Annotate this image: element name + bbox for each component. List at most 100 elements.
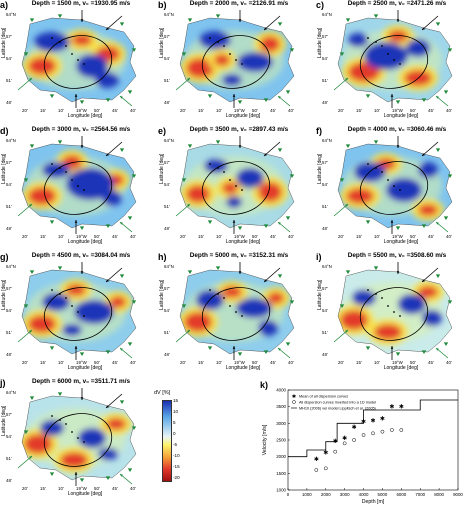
arrow-head: [278, 348, 281, 351]
low-velocity-anomaly: [24, 434, 52, 454]
legend-circle-icon: [292, 400, 296, 404]
latitude-tick: 54': [322, 308, 328, 313]
inverted-point: [380, 429, 385, 434]
velocity-anomaly-map: [17, 388, 137, 486]
latitude-tick: 51': [6, 78, 12, 83]
arrow-head: [80, 19, 84, 22]
high-velocity-anomaly: [95, 72, 119, 88]
arrow-head: [436, 348, 439, 351]
station-marker: [339, 52, 345, 56]
longitude-tick: 40': [288, 360, 294, 365]
latitude-tick: 64°N: [164, 264, 174, 269]
station-marker: [443, 216, 449, 220]
station-marker: [435, 274, 441, 278]
panel-title: Depth = 3500 m, v₀ =2897.43 m/s: [189, 126, 289, 133]
latitude-tick: 54': [322, 182, 328, 187]
longitude-tick: 50': [94, 486, 100, 491]
event-marker: [367, 37, 369, 39]
station-marker: [277, 148, 283, 152]
y-tick-label: 1500: [276, 471, 286, 476]
latitude-tick: 57': [6, 286, 12, 291]
low-velocity-anomaly: [214, 54, 230, 66]
station-marker: [443, 342, 449, 346]
tomography-panel: g) Depth = 4500 m, v₀ =3084.04 m/s Latitud…: [0, 252, 150, 372]
longitude-tick: 20': [22, 108, 28, 113]
longitude-tick: 45': [112, 360, 118, 365]
event-marker: [223, 171, 225, 173]
latitude-tick: 64°N: [6, 12, 16, 17]
velocity-depth-chart: k)0 1000 2000 3000 4000 5000 6000 7000 8000 90001…: [260, 380, 463, 505]
velocity-anomaly-map: [17, 10, 137, 108]
low-velocity-anomaly: [388, 30, 408, 42]
station-marker: [105, 476, 111, 480]
latitude-tick: 54': [322, 56, 328, 61]
station-marker: [181, 304, 187, 308]
station-marker: [237, 100, 243, 104]
latitude-tick: 51': [6, 330, 12, 335]
x-axis-label: Longitude [deg]: [383, 113, 419, 119]
mean-point: ✱: [352, 424, 357, 431]
arrow-head: [120, 222, 123, 225]
low-velocity-anomaly: [268, 292, 284, 304]
arrow-head: [120, 474, 123, 477]
study-area-contour: [43, 287, 113, 341]
low-velocity-anomaly: [374, 324, 402, 340]
x-axis-label: Longitude [deg]: [225, 365, 261, 371]
colorbar-tick: -10: [173, 453, 180, 458]
colorbar-tick: 15: [173, 398, 179, 403]
station-marker: [339, 178, 345, 182]
tomography-panel: h) Depth = 5000 m, v₀ =3152.31 m/s Latitud…: [158, 252, 308, 372]
x-axis-label: Longitude [deg]: [67, 113, 103, 119]
latitude-tick: 48': [322, 352, 328, 357]
arrow-head: [238, 145, 242, 148]
station-marker: [285, 342, 291, 346]
mean-point: ✱: [399, 403, 404, 410]
event-marker: [65, 171, 67, 173]
low-velocity-anomaly: [60, 452, 88, 468]
event-marker: [59, 419, 61, 421]
arrow-head: [422, 27, 425, 30]
event-marker: [393, 59, 395, 61]
event-marker: [381, 45, 383, 47]
event-marker: [217, 167, 219, 169]
event-marker: [77, 185, 79, 187]
arrow-icon: [105, 15, 123, 31]
arrow-icon: [17, 203, 33, 217]
longitude-tick: 10': [216, 234, 222, 239]
longitude-tick: 45': [112, 234, 118, 239]
station-marker: [237, 352, 243, 356]
station-marker: [263, 350, 269, 354]
latitude-tick: 57': [164, 34, 170, 39]
longitude-tick: 50': [252, 108, 258, 113]
arrow-head: [80, 271, 84, 274]
event-marker: [65, 423, 67, 425]
arrow-icon: [175, 77, 191, 91]
panel-title: Depth = 2500 m, v₀ =2471.26 m/s: [347, 0, 447, 7]
longitude-tick: 40': [130, 486, 136, 491]
longitude-tick: 50': [252, 234, 258, 239]
panel-label: f): [316, 126, 322, 136]
high-velocity-anomaly: [406, 39, 430, 57]
x-tick-label: 3000: [340, 492, 350, 497]
inverted-point: [390, 428, 394, 432]
arrow-head: [264, 27, 267, 30]
low-velocity-anomaly: [106, 418, 126, 430]
arrow-head: [396, 19, 400, 22]
event-marker: [229, 179, 231, 181]
station-marker: [365, 346, 371, 350]
x-axis-label: Depth [m]: [362, 499, 385, 505]
low-velocity-anomaly: [222, 182, 238, 194]
station-marker: [237, 226, 243, 230]
tomography-panel: f) Depth = 4000 m, v₀ =3060.46 m/s Latitud…: [316, 126, 466, 246]
latitude-tick: 57': [164, 286, 170, 291]
study-area-contour: [43, 413, 113, 467]
high-velocity-anomaly: [418, 162, 438, 178]
event-marker: [77, 59, 79, 61]
panel-label: c): [316, 0, 325, 10]
station-marker: [49, 94, 55, 98]
arrow-head: [390, 346, 394, 349]
event-marker: [241, 315, 243, 317]
velocity-anomaly-map: [333, 10, 453, 108]
longitude-tick: 40': [446, 360, 452, 365]
x-axis-label: Longitude [deg]: [383, 239, 419, 245]
